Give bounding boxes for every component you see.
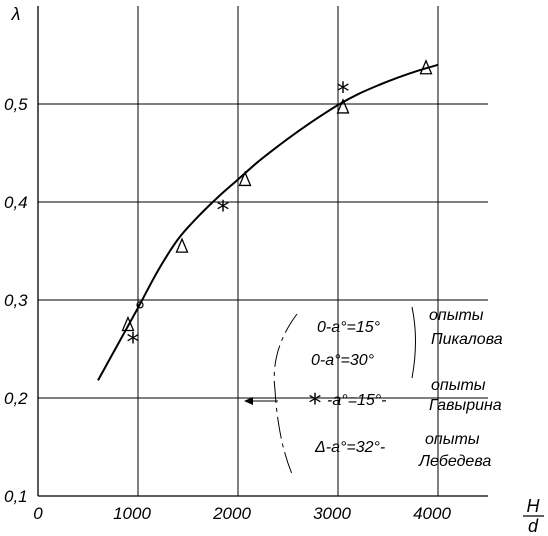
legend-entry-3-symbol: * bbox=[309, 389, 322, 419]
x-axis-label-numerator: H bbox=[527, 496, 541, 516]
data-point-1-1: * bbox=[217, 196, 230, 226]
data-point-2-3 bbox=[336, 98, 350, 114]
legend-entry-4-group: опыты bbox=[425, 431, 480, 448]
data-point-0-0 bbox=[136, 301, 144, 309]
tick-labels: 0 1000 2000 3000 4000 0,1 0,2 0,3 0,4 0,5 bbox=[4, 95, 451, 523]
legend-entry-3-author: Гавырина bbox=[429, 397, 502, 414]
y-tick-label-0: 0,1 bbox=[4, 487, 28, 506]
x-axis-label: H d bbox=[523, 496, 544, 536]
y-tick-label-1: 0,2 bbox=[4, 389, 28, 408]
grid bbox=[38, 6, 488, 496]
legend-entry-3: -a°=15°- bbox=[327, 392, 387, 409]
fit-curve bbox=[97, 63, 439, 381]
x-tick-label-0: 0 bbox=[33, 504, 43, 523]
data-point-2-2 bbox=[238, 170, 252, 187]
x-tick-label-1: 1000 bbox=[113, 504, 151, 523]
legend-entry-3-group: опыты bbox=[431, 377, 486, 394]
data-point-1-2: * bbox=[337, 77, 350, 107]
data-points: * * * bbox=[121, 59, 433, 358]
data-point-1-0: * bbox=[127, 328, 140, 358]
y-tick-label-3: 0,4 bbox=[4, 193, 28, 212]
y-axis-label: λ bbox=[11, 4, 21, 24]
x-tick-label-2: 2000 bbox=[212, 504, 251, 523]
legend-entry-4: Δ-a°=32°- bbox=[314, 439, 385, 456]
legend-entry-4-author: Лебедева bbox=[418, 453, 491, 470]
legend-entry-2: 0-a°=30° bbox=[311, 352, 375, 369]
legend-left-brace bbox=[273, 313, 298, 475]
axes bbox=[37, 6, 488, 497]
data-point-2-0 bbox=[121, 315, 135, 332]
x-tick-label-4: 4000 bbox=[413, 504, 451, 523]
curve-layer bbox=[97, 63, 439, 381]
y-tick-label-4: 0,5 bbox=[4, 95, 28, 114]
legend: 0-a°=15° опыты Пикалова 0-a°=30° * -a°=1… bbox=[244, 306, 503, 475]
x-tick-label-3: 3000 bbox=[313, 504, 351, 523]
legend-right-brace bbox=[411, 306, 416, 379]
data-point-2-1 bbox=[175, 237, 189, 253]
legend-entry-1-author: Пикалова bbox=[431, 331, 503, 348]
y-tick-label-2: 0,3 bbox=[4, 291, 28, 310]
legend-entry-1: 0-a°=15° bbox=[317, 319, 381, 336]
legend-entry-1-group: опыты bbox=[429, 307, 484, 324]
x-axis-label-denominator: d bbox=[528, 516, 539, 536]
data-point-2-4 bbox=[419, 59, 433, 75]
legend-arrow bbox=[244, 397, 278, 405]
